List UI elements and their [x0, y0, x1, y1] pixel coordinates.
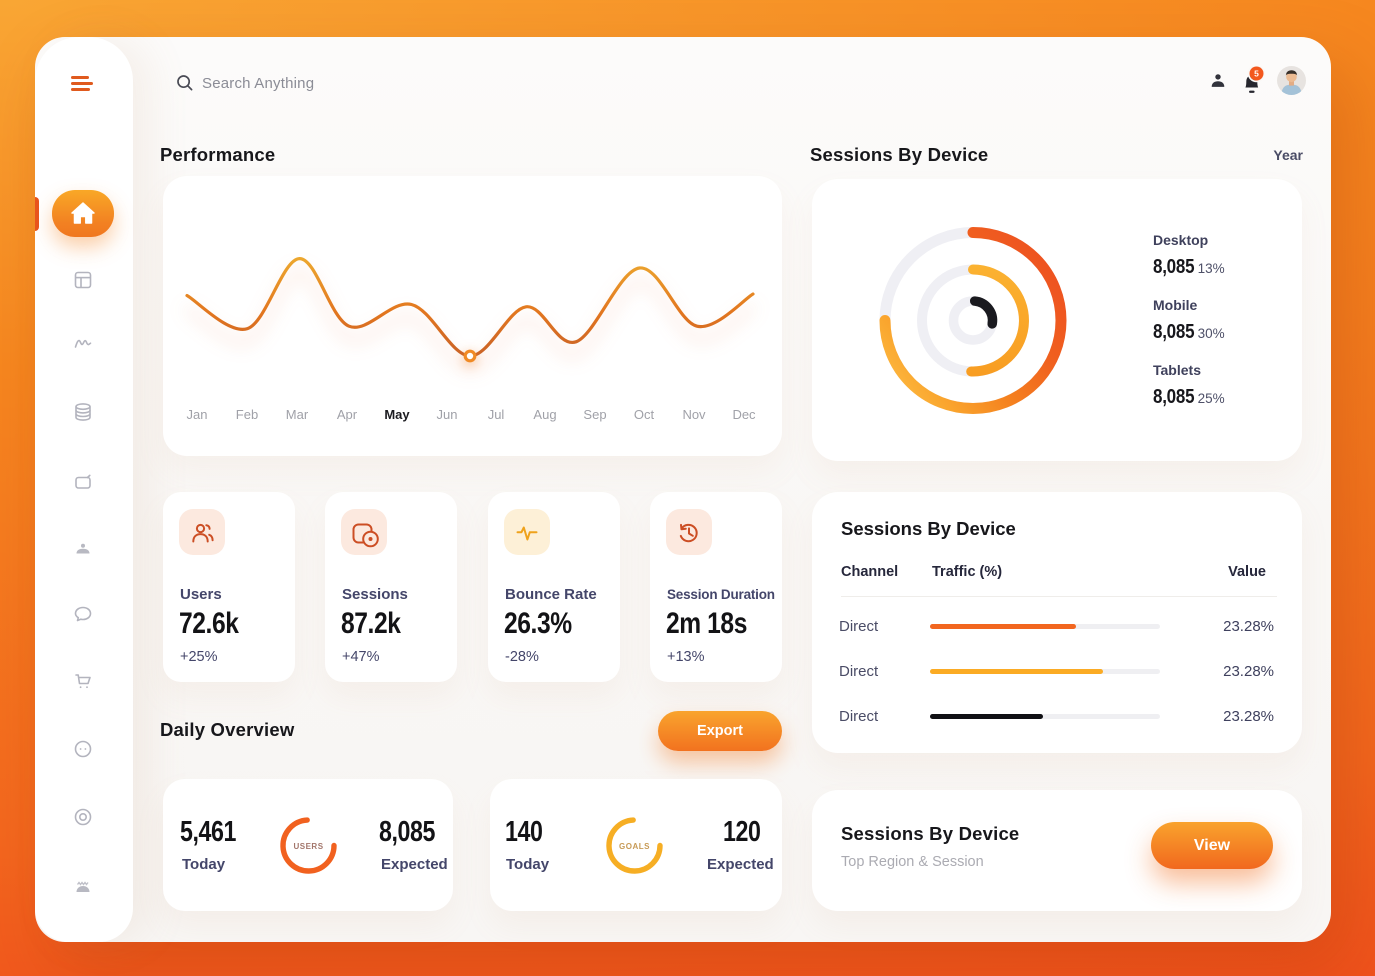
- svg-text:USERS: USERS: [293, 842, 323, 851]
- svg-text:GOALS: GOALS: [619, 842, 650, 851]
- svg-text:5: 5: [1254, 69, 1259, 79]
